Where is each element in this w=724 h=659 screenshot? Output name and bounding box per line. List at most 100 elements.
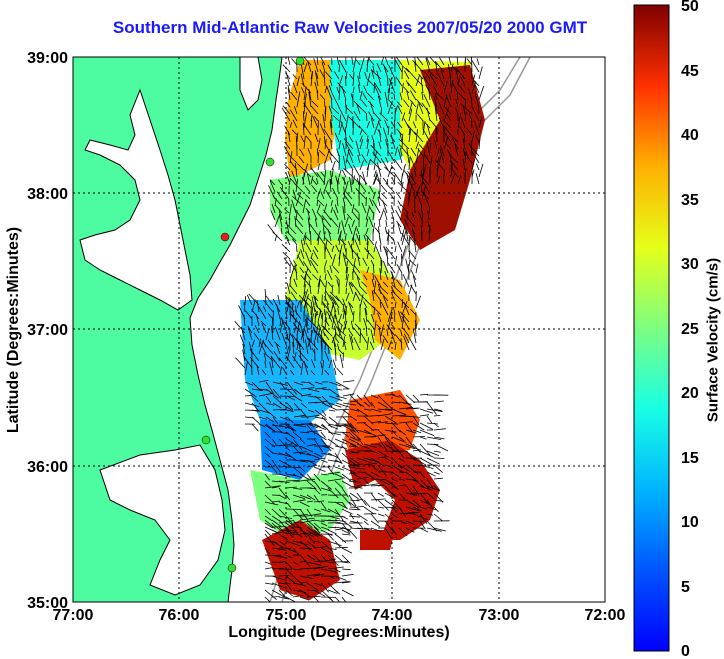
velocity-vector: [342, 238, 347, 253]
velocity-vector: [329, 265, 333, 274]
velocity-vector: [426, 450, 440, 456]
velocity-vector: [356, 477, 369, 480]
velocity-vector: [415, 322, 418, 330]
velocity-vector: [374, 85, 382, 101]
velocity-vector: [352, 175, 355, 185]
velocity-vector: [310, 105, 319, 115]
velocity-vector: [409, 251, 417, 260]
velocity-vector: [251, 409, 259, 412]
velocity-vector: [336, 198, 339, 207]
velocity-vector: [299, 519, 315, 524]
velocity-vector: [380, 184, 388, 193]
velocity-vector: [332, 187, 339, 200]
velocity-vector: [357, 154, 361, 164]
velocity-vector: [305, 339, 309, 355]
velocity-vector: [401, 133, 404, 150]
velocity-vector: [299, 567, 309, 570]
velocity-vector: [264, 288, 267, 306]
velocity-vector: [305, 301, 312, 309]
velocity-vector: [311, 208, 318, 221]
velocity-vector: [471, 81, 477, 94]
velocity-vector: [262, 305, 267, 313]
velocity-vector: [327, 540, 342, 547]
velocity-vector: [310, 329, 312, 344]
velocity-vector: [345, 287, 347, 295]
velocity-vector: [245, 310, 253, 320]
velocity-vector: [345, 191, 353, 200]
velocity-vector: [264, 561, 272, 565]
velocity-vector: [394, 119, 396, 136]
velocity-vector: [460, 76, 466, 87]
velocity-vector: [403, 170, 410, 178]
velocity-vector: [303, 284, 306, 295]
velocity-vector: [262, 342, 274, 355]
velocity-vector: [433, 506, 439, 512]
velocity-vector: [426, 436, 442, 440]
velocity-vector: [391, 271, 396, 288]
velocity-vector: [251, 309, 260, 320]
velocity-vector: [334, 508, 344, 521]
velocity-vector: [367, 319, 375, 330]
velocity-vector: [285, 438, 298, 447]
velocity-vector: [306, 573, 321, 577]
velocity-vector: [310, 306, 314, 323]
velocity-vector: [377, 443, 384, 449]
velocity-vector: [332, 336, 337, 348]
velocity-vector: [374, 275, 382, 288]
velocity-vector: [433, 436, 445, 440]
velocity-vector: [271, 438, 277, 445]
y-axis-label: Latitude (Degrees:Minutes): [5, 226, 22, 434]
velocity-vector: [324, 106, 327, 122]
velocity-vector: [352, 72, 355, 87]
velocity-vector: [271, 567, 284, 570]
velocity-vector: [285, 300, 291, 309]
velocity-vector: [341, 220, 346, 235]
velocity-vector: [446, 149, 452, 157]
velocity-vector: [323, 308, 326, 316]
velocity-vector: [370, 471, 380, 478]
velocity-vector: [342, 298, 347, 309]
velocity-vector: [397, 223, 402, 235]
velocity-vector: [298, 155, 305, 164]
velocity-vector: [287, 57, 291, 66]
velocity-vector: [383, 66, 389, 80]
velocity-vector: [287, 88, 291, 101]
velocity-vector: [436, 72, 445, 87]
velocity-vector: [303, 267, 309, 281]
velocity-vector: [356, 506, 364, 508]
velocity-vector: [330, 141, 333, 150]
velocity-vector: [387, 77, 392, 94]
velocity-vector: [276, 304, 281, 320]
velocity-vector: [288, 296, 295, 306]
velocity-vector: [328, 345, 330, 355]
velocity-vector: [271, 575, 287, 581]
velocity-vector: [286, 349, 291, 362]
velocity-vector: [256, 364, 260, 376]
velocity-vector: [382, 63, 389, 73]
velocity-vector: [327, 229, 332, 242]
velocity-vector: [310, 313, 314, 330]
grid: [73, 57, 605, 602]
velocity-vector: [292, 499, 306, 503]
velocity-vector: [400, 204, 409, 214]
velocity-vector: [373, 151, 378, 164]
velocity-vector: [264, 567, 273, 570]
velocity-vector: [363, 499, 371, 508]
velocity-vector: [434, 60, 445, 73]
velocity-vector: [373, 119, 380, 136]
velocity-vector: [428, 205, 431, 214]
velocity-vector: [285, 515, 296, 528]
velocity-vector: [334, 473, 346, 479]
velocity-vector: [320, 361, 323, 369]
velocity-vector: [436, 175, 441, 185]
velocity-vector: [372, 272, 375, 281]
velocity-vector: [341, 466, 355, 474]
velocity-vector: [284, 163, 291, 171]
velocity-vector: [353, 337, 361, 351]
velocity-vector: [319, 307, 323, 320]
velocity-vector: [348, 281, 354, 288]
velocity-vector: [384, 210, 388, 221]
velocity-vector: [335, 409, 349, 411]
velocity-vector: [285, 589, 293, 597]
velocity-vector: [407, 170, 417, 185]
